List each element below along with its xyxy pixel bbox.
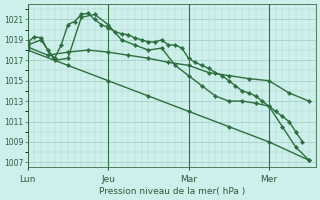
X-axis label: Pression niveau de la mer( hPa ): Pression niveau de la mer( hPa ) (99, 187, 245, 196)
